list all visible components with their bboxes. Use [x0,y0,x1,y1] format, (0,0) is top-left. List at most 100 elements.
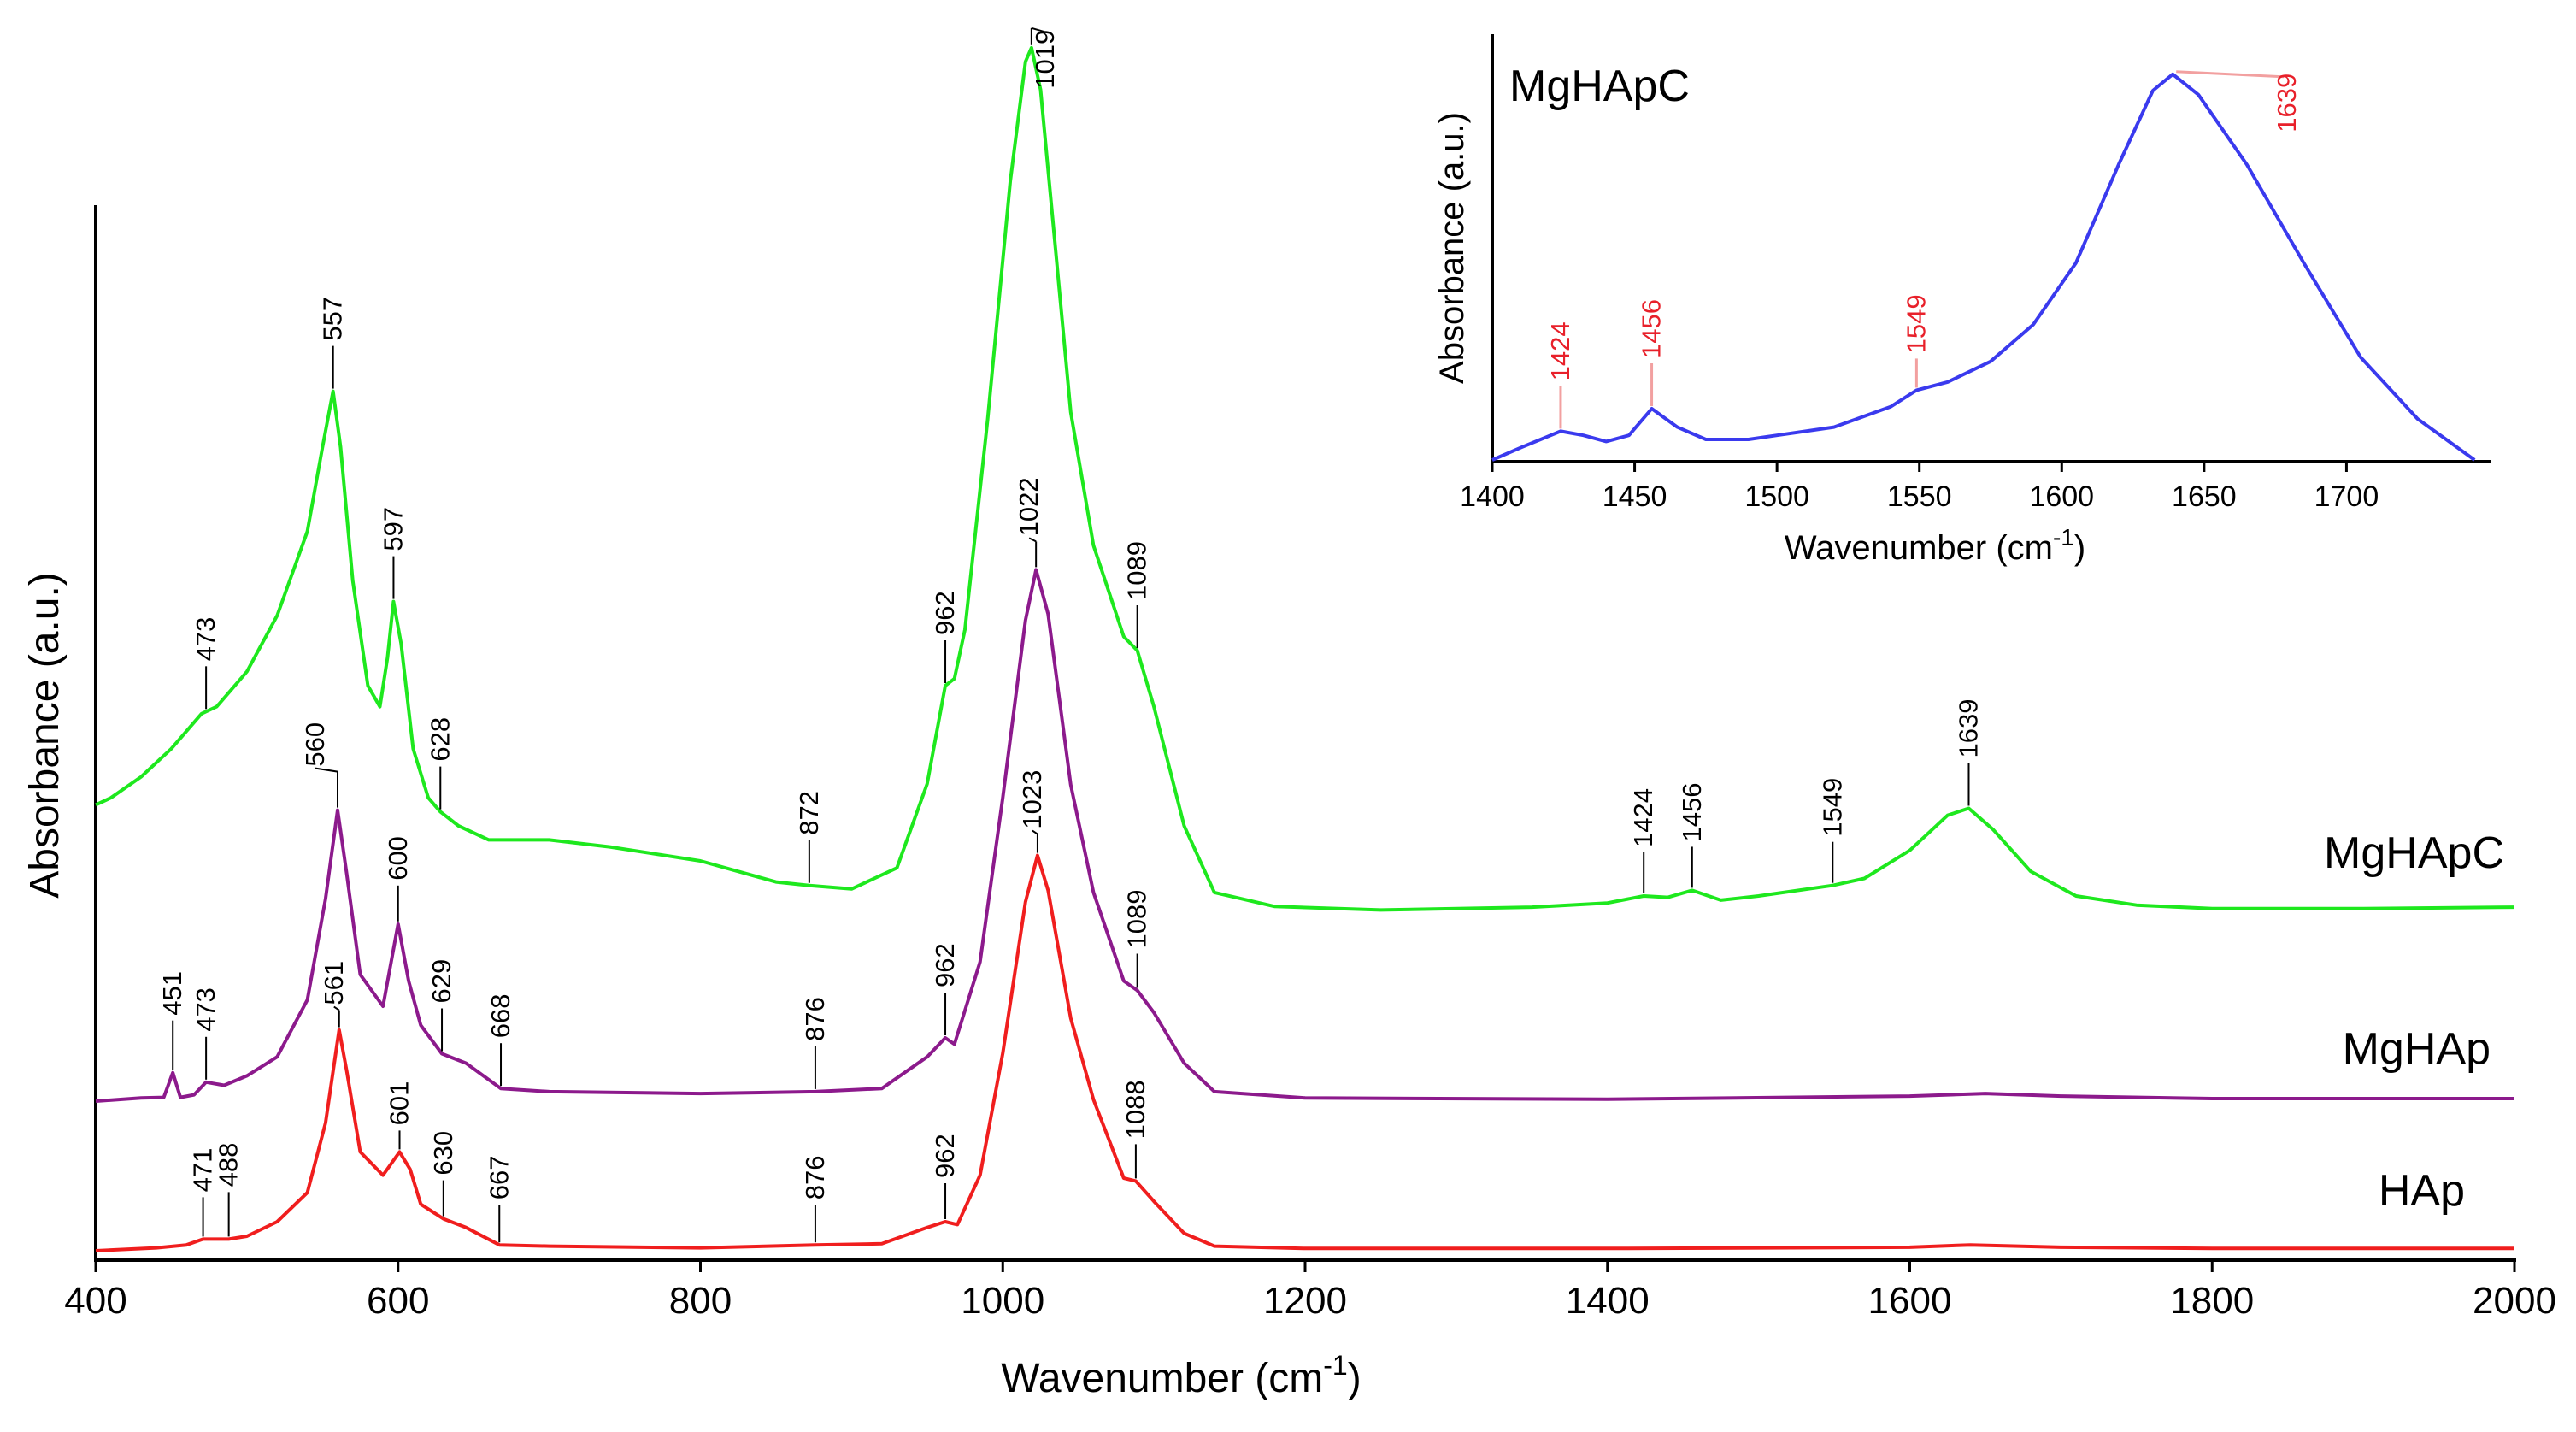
peak-annotation: 473 [191,987,221,1080]
inset-title: MgHApC [1509,62,1690,111]
peak-annotation: 1549 [1817,778,1847,883]
peak-label: 600 [383,836,413,881]
inset-series-line-mghapc [1491,72,2476,462]
peak-annotation: 557 [318,297,348,389]
peak-annotation: 597 [378,507,408,599]
peak-label: 488 [214,1143,244,1187]
peak-label: 1549 [1817,778,1847,837]
peak-annotation: 630 [428,1131,458,1217]
peak-label: 668 [485,993,515,1038]
peak-annotation: 473 [191,617,221,710]
peak-annotation: 451 [157,971,187,1070]
inset-x-axis-label-sup: -1 [2053,524,2074,551]
main-y-axis-label: Absorbance (a.u.) [22,572,68,899]
main-x-axis-label-text: Wavenumber (cm [1001,1356,1323,1401]
peak-annotation: 471 [188,1148,218,1237]
series-line-mghap [95,568,2514,1103]
main-x-tick-label: 1600 [1868,1280,1952,1322]
peak-label: 876 [800,1155,830,1199]
inset-x-axis-label-close: ) [2074,529,2085,567]
peak-annotation: 872 [794,791,824,883]
peak-annotation: 962 [930,591,960,683]
peak-label: 628 [425,717,455,762]
inset-x-axis-label: Wavenumber (cm-1) [1785,524,2085,567]
series-label-hap: HAp [2379,1166,2465,1216]
main-x-tick-label: 2000 [2473,1280,2556,1322]
main-x-tick-label: 1800 [2170,1280,2254,1322]
inset-peak-annotation: 1456 [1637,299,1667,406]
peak-annotation: 1089 [1122,890,1152,988]
inset-peak-annotation: 1549 [1901,294,1931,388]
peak-annotation: 962 [930,943,960,1035]
main-x-tick-label: 1000 [961,1280,1044,1322]
inset-x-tick-label: 1600 [2029,480,2094,513]
peak-label: 629 [426,959,456,1004]
peak-annotation: 600 [383,836,413,922]
peak-annotation: 1019 [1030,27,1060,89]
peak-leader-line [333,1005,340,1011]
series-label-mghap: MgHAp [2343,1024,2491,1074]
main-x-tick-label: 400 [64,1280,126,1322]
peak-label: 872 [794,791,824,835]
peak-annotation: 667 [484,1155,514,1243]
series-line-mghapc [95,45,2515,912]
main-peak-annotations: 473 557 597 628 872 962 1019 1089 1424 1456 1549 16… [157,27,1983,1243]
peak-label: 962 [930,943,960,987]
peak-label: 630 [428,1131,458,1176]
peak-label: 471 [188,1148,218,1193]
inset-peak-leader-line [2176,70,2285,79]
inset-x-tick-label: 1500 [1744,480,1809,513]
peak-annotation: 1023 [1017,770,1047,853]
peak-annotation: 962 [930,1134,960,1219]
main-series-lines [95,45,2515,1252]
peak-annotation: 876 [800,997,830,1089]
inset-x-tick-label: 1450 [1603,480,1667,513]
main-chart: 400 600 800 1000 1200 1400 1600 1800 2000 473 557… [22,27,2556,1401]
inset-x-tick-label: 1400 [1460,480,1525,513]
peak-label: 451 [157,971,187,1016]
peak-label: 473 [191,617,221,662]
peak-label: 1089 [1122,541,1152,600]
peak-label: 1088 [1120,1080,1150,1139]
peak-annotation: 560 [300,722,338,808]
main-x-tick-label: 600 [367,1280,429,1322]
peak-annotation: 561 [319,961,349,1028]
peak-label: 1019 [1030,30,1060,89]
peak-label: 962 [930,1134,960,1178]
inset-peak-label: 1424 [1545,321,1575,380]
peak-annotation: 1088 [1120,1080,1150,1179]
main-x-axis-label-close: ) [1348,1356,1362,1401]
series-line-hap [95,853,2514,1252]
inset-peak-label: 1456 [1637,299,1667,358]
peak-label: 561 [319,961,349,1005]
peak-label: 1022 [1014,477,1044,536]
inset-x-tick-label: 1550 [1887,480,1952,513]
peak-leader-line [1028,537,1037,543]
inset-x-axis-label-text: Wavenumber (cm [1785,529,2053,567]
inset-x-tick-label: 1650 [2172,480,2237,513]
peak-annotation: 628 [425,717,455,810]
peak-label: 1456 [1677,782,1707,841]
main-x-tick-label: 1200 [1263,1280,1347,1322]
inset-peak-annotations: 1424 1456 1549 1639 [1545,70,2302,429]
inset-peak-annotation: 1639 [2176,70,2302,133]
inset-chart: 1400 1450 1500 1550 1600 1650 1700 1424 1456 154… [1433,34,2491,567]
inset-peak-annotation: 1424 [1545,321,1575,429]
inset-series-lines [1491,72,2476,462]
inset-x-tick-label: 1700 [2314,480,2379,513]
peak-label: 1023 [1017,770,1047,829]
peak-leader-line [1031,27,1044,32]
series-label-mghapc: MgHApC [2324,828,2504,878]
main-x-tick-label: 1400 [1566,1280,1650,1322]
peak-label: 962 [930,591,960,635]
peak-label: 557 [318,297,348,341]
main-x-tick-label: 800 [669,1280,732,1322]
peak-annotation: 1424 [1628,788,1658,893]
peak-label: 473 [191,987,221,1032]
peak-annotation: 876 [800,1155,830,1243]
inset-x-ticks: 1400 1450 1500 1550 1600 1650 1700 [1460,462,2379,513]
peak-label: 601 [385,1081,415,1126]
main-x-ticks: 400 600 800 1000 1200 1400 1600 1800 2000 [64,1260,2556,1322]
peak-annotation: 668 [485,993,515,1087]
